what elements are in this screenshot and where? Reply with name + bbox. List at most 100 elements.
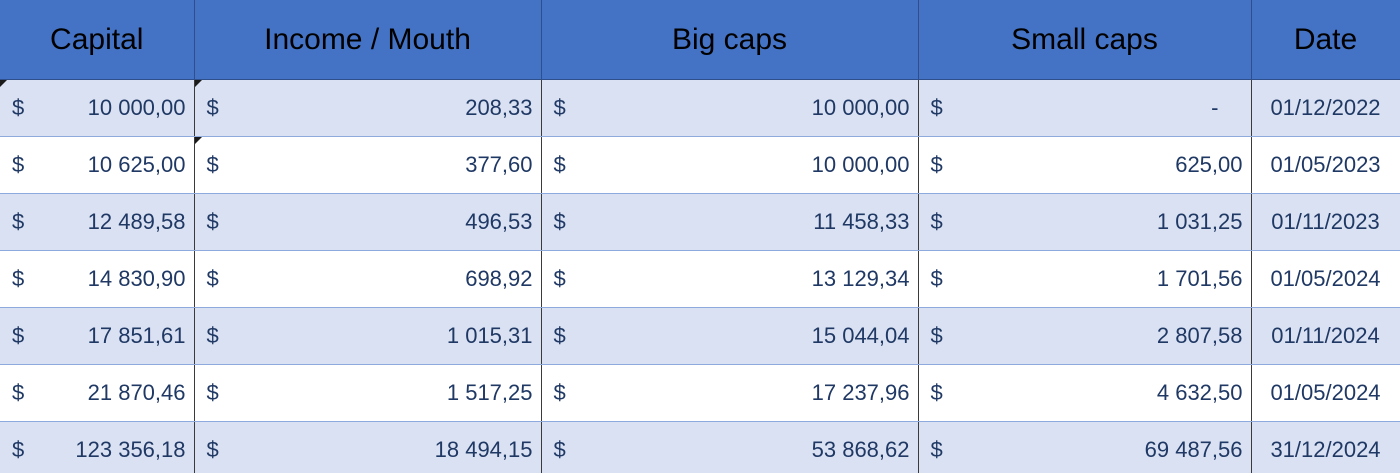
- cell-capital[interactable]: $12 489,58: [0, 193, 195, 251]
- cell-small-caps[interactable]: $625,00: [918, 136, 1252, 194]
- small-caps-value: 4 632,50: [1156, 380, 1243, 405]
- cell-small-caps[interactable]: $1 031,25: [918, 193, 1252, 251]
- cell-income[interactable]: $208,33: [194, 79, 542, 137]
- cell-big-caps[interactable]: $11 458,33: [541, 193, 919, 251]
- big-caps-value: 10 000,00: [811, 152, 910, 177]
- cell-date[interactable]: 01/05/2023: [1251, 136, 1400, 194]
- cell-date[interactable]: 01/11/2023: [1251, 193, 1400, 251]
- cell-small-caps[interactable]: $1 701,56: [918, 250, 1252, 308]
- cell-income[interactable]: $377,60: [194, 136, 542, 194]
- capital-value: 10 625,00: [87, 152, 186, 177]
- cell-small-caps[interactable]: $4 632,50: [918, 364, 1252, 422]
- currency-symbol: $: [12, 437, 25, 462]
- currency-symbol: $: [206, 437, 219, 462]
- currency-symbol: $: [930, 266, 943, 291]
- currency-symbol: $: [12, 323, 25, 348]
- cell-big-caps[interactable]: $10 000,00: [541, 136, 919, 194]
- table-row: $17 851,61 $1 015,31 $15 044,04 $2 807,5…: [0, 307, 1400, 365]
- currency-symbol: $: [12, 266, 25, 291]
- table-row: $123 356,18 $18 494,15 $53 868,62 $69 48…: [0, 421, 1400, 473]
- income-value: 698,92: [465, 266, 533, 291]
- capital-value: 12 489,58: [87, 209, 186, 234]
- currency-symbol: $: [930, 437, 943, 462]
- capital-value: 21 870,46: [87, 380, 186, 405]
- capital-value: 14 830,90: [87, 266, 186, 291]
- comment-indicator-icon: [194, 137, 202, 144]
- currency-symbol: $: [553, 323, 566, 348]
- cell-income[interactable]: $1 015,31: [194, 307, 542, 365]
- big-caps-value: 15 044,04: [811, 323, 910, 348]
- currency-symbol: $: [553, 152, 566, 177]
- cell-income[interactable]: $18 494,15: [194, 421, 542, 473]
- currency-symbol: $: [553, 437, 566, 462]
- cell-date[interactable]: 01/12/2022: [1251, 79, 1400, 137]
- income-value: 496,53: [465, 209, 533, 234]
- cell-capital[interactable]: $17 851,61: [0, 307, 195, 365]
- cell-big-caps[interactable]: $10 000,00: [541, 79, 919, 137]
- currency-symbol: $: [12, 95, 25, 120]
- big-caps-value: 11 458,33: [813, 209, 910, 234]
- capital-value: 17 851,61: [87, 323, 186, 348]
- currency-symbol: $: [930, 152, 943, 177]
- cell-capital[interactable]: $21 870,46: [0, 364, 195, 422]
- cell-income[interactable]: $496,53: [194, 193, 542, 251]
- income-value: 1 517,25: [446, 380, 533, 405]
- cell-small-caps[interactable]: $ -: [918, 79, 1252, 137]
- cell-income[interactable]: $1 517,25: [194, 364, 542, 422]
- date-value: 31/12/2024: [1270, 437, 1381, 462]
- header-row: Capital Income / Mouth Big caps Small ca…: [0, 0, 1400, 80]
- header-capital[interactable]: Capital: [0, 0, 195, 80]
- capital-value: 123 356,18: [75, 437, 186, 462]
- cell-date[interactable]: 01/11/2024: [1251, 307, 1400, 365]
- small-caps-value: 1 701,56: [1156, 266, 1243, 291]
- small-caps-value: -: [1211, 95, 1219, 120]
- date-value: 01/05/2023: [1270, 152, 1381, 177]
- currency-symbol: $: [553, 380, 566, 405]
- small-caps-value: 2 807,58: [1156, 323, 1243, 348]
- small-caps-value: 625,00: [1175, 152, 1243, 177]
- big-caps-value: 13 129,34: [811, 266, 910, 291]
- currency-symbol: $: [206, 380, 219, 405]
- cell-date[interactable]: 01/05/2024: [1251, 250, 1400, 308]
- header-small-caps[interactable]: Small caps: [918, 0, 1252, 80]
- cell-big-caps[interactable]: $15 044,04: [541, 307, 919, 365]
- cell-date[interactable]: 31/12/2024: [1251, 421, 1400, 473]
- big-caps-value: 53 868,62: [811, 437, 910, 462]
- currency-symbol: $: [12, 152, 25, 177]
- date-value: 01/05/2024: [1270, 266, 1381, 291]
- table-row: $21 870,46 $1 517,25 $17 237,96 $4 632,5…: [0, 364, 1400, 422]
- date-value: 01/11/2024: [1271, 323, 1380, 348]
- cell-capital[interactable]: $14 830,90: [0, 250, 195, 308]
- cell-capital[interactable]: $10 625,00: [0, 136, 195, 194]
- header-income[interactable]: Income / Mouth: [194, 0, 542, 80]
- currency-symbol: $: [206, 323, 219, 348]
- small-caps-value: 69 487,56: [1144, 437, 1243, 462]
- capital-value: 10 000,00: [87, 95, 186, 120]
- currency-symbol: $: [206, 266, 219, 291]
- currency-symbol: $: [930, 95, 943, 120]
- header-date[interactable]: Date: [1251, 0, 1400, 80]
- cell-capital[interactable]: $10 000,00: [0, 79, 195, 137]
- currency-symbol: $: [930, 380, 943, 405]
- cell-small-caps[interactable]: $2 807,58: [918, 307, 1252, 365]
- cell-big-caps[interactable]: $17 237,96: [541, 364, 919, 422]
- cell-big-caps[interactable]: $53 868,62: [541, 421, 919, 473]
- big-caps-value: 10 000,00: [811, 95, 910, 120]
- cell-capital[interactable]: $123 356,18: [0, 421, 195, 473]
- cell-date[interactable]: 01/05/2024: [1251, 364, 1400, 422]
- cell-big-caps[interactable]: $13 129,34: [541, 250, 919, 308]
- currency-symbol: $: [553, 209, 566, 234]
- currency-symbol: $: [553, 95, 566, 120]
- small-caps-value: 1 031,25: [1156, 209, 1243, 234]
- comment-indicator-icon: [0, 80, 7, 87]
- table-row: $12 489,58 $496,53 $11 458,33 $1 031,25 …: [0, 193, 1400, 251]
- currency-symbol: $: [930, 323, 943, 348]
- cell-income[interactable]: $698,92: [194, 250, 542, 308]
- table-row: $10 000,00 $208,33 $10 000,00 $ - 01/12/2…: [0, 79, 1400, 137]
- cell-small-caps[interactable]: $69 487,56: [918, 421, 1252, 473]
- big-caps-value: 17 237,96: [811, 380, 910, 405]
- date-value: 01/11/2023: [1271, 209, 1380, 234]
- header-big-caps[interactable]: Big caps: [541, 0, 919, 80]
- currency-symbol: $: [12, 380, 25, 405]
